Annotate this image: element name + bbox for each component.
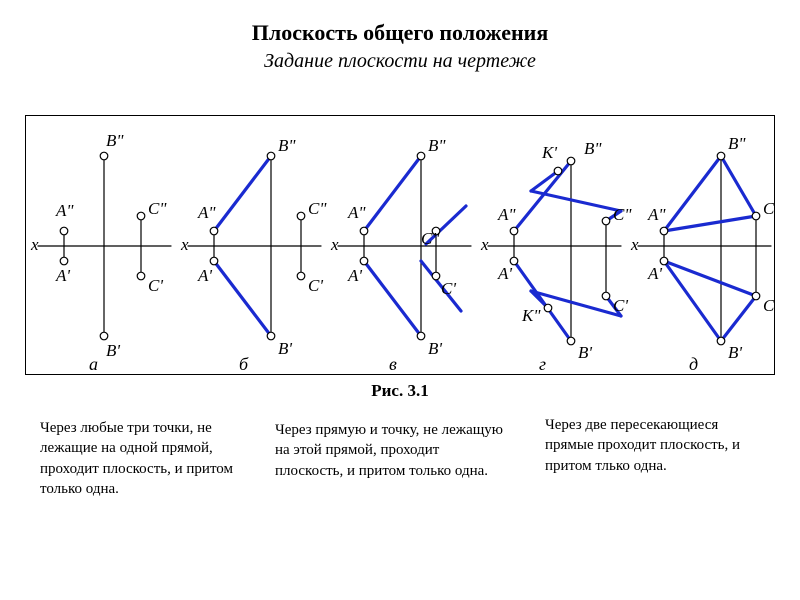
- svg-text:A": A": [55, 201, 74, 220]
- svg-text:K': K': [541, 143, 557, 162]
- svg-text:x: x: [330, 235, 339, 254]
- svg-text:г: г: [539, 354, 546, 374]
- svg-text:B': B': [278, 339, 292, 358]
- figure-caption: Рис. 3.1: [0, 381, 800, 401]
- svg-text:C': C': [308, 276, 323, 295]
- svg-text:x: x: [30, 235, 39, 254]
- svg-text:A": A": [497, 205, 516, 224]
- svg-text:а: а: [89, 354, 98, 374]
- svg-text:B': B': [106, 341, 120, 360]
- figure-frame: x A" A' B" B' C" C' а x A" A' B" B' C" C' б x A" A' B" B' C" C…: [25, 115, 775, 375]
- svg-text:A": A": [347, 203, 366, 222]
- svg-text:B': B': [728, 343, 742, 362]
- svg-text:C": C": [421, 229, 440, 248]
- panel-d: x A" A' B" B' C" C' д: [630, 134, 776, 374]
- page-title: Плоскость общего положения: [0, 20, 800, 46]
- svg-text:A': A': [347, 266, 362, 285]
- svg-text:K": K": [521, 306, 541, 325]
- svg-text:A': A': [647, 264, 662, 283]
- svg-text:B": B": [106, 131, 124, 150]
- svg-text:B": B": [278, 136, 296, 155]
- description-text: Через любые три точки, не лежащие на одн…: [40, 418, 240, 499]
- svg-text:A': A': [55, 266, 70, 285]
- svg-text:x: x: [180, 235, 189, 254]
- panel-g: x A" A' B" B' C" C' K' K" г: [480, 139, 632, 374]
- svg-text:C": C": [613, 205, 632, 224]
- svg-text:C': C': [613, 296, 628, 315]
- svg-text:C': C': [763, 296, 776, 315]
- description-text: Через две пересекающие­ся прямые проходи…: [545, 415, 765, 476]
- svg-text:C": C": [763, 199, 776, 218]
- description-text: Через прямую и точку, не лежащую на этой…: [275, 420, 505, 481]
- svg-text:A": A": [647, 205, 666, 224]
- svg-text:B": B": [428, 136, 446, 155]
- panel-b: x A" A' B" B' C" C' б: [180, 136, 327, 374]
- svg-text:A": A": [197, 203, 216, 222]
- svg-text:A': A': [497, 264, 512, 283]
- svg-text:б: б: [239, 354, 249, 374]
- svg-text:B': B': [428, 339, 442, 358]
- svg-text:x: x: [630, 235, 639, 254]
- svg-text:в: в: [389, 354, 397, 374]
- svg-text:B": B": [584, 139, 602, 158]
- svg-text:C': C': [148, 276, 163, 295]
- panel-a: x A" A' B" B' C" C' а: [30, 131, 171, 374]
- figure-svg: x A" A' B" B' C" C' а x A" A' B" B' C" C' б x A" A' B" B' C" C…: [26, 116, 776, 376]
- svg-text:A': A': [197, 266, 212, 285]
- svg-text:x: x: [480, 235, 489, 254]
- svg-text:C": C": [148, 199, 167, 218]
- svg-text:B': B': [578, 343, 592, 362]
- page-subtitle: Задание плоскости на чертеже: [0, 50, 800, 73]
- svg-text:B": B": [728, 134, 746, 153]
- svg-text:C': C': [441, 279, 456, 298]
- svg-text:д: д: [689, 354, 698, 374]
- panel-v: x A" A' B" B' C" C' в: [330, 136, 471, 374]
- svg-text:C": C": [308, 199, 327, 218]
